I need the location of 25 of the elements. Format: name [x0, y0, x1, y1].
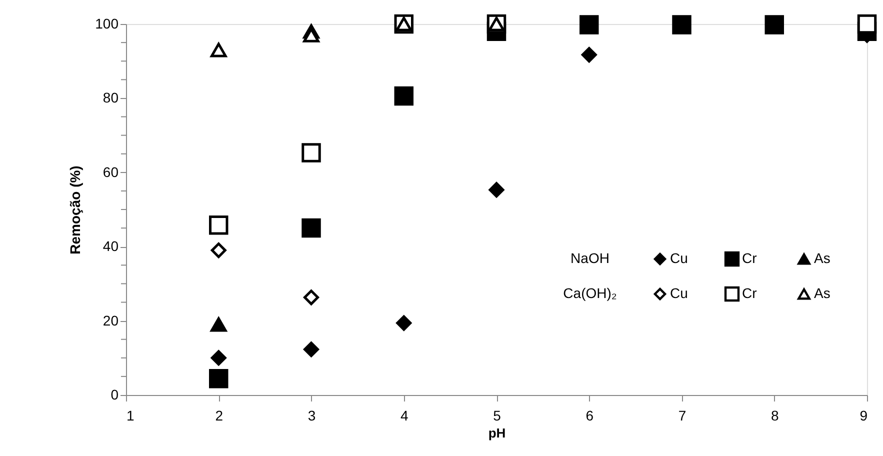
y-tick-label: 40 — [102, 238, 119, 254]
x-tick-label: 4 — [400, 408, 408, 424]
legend-label: Cu — [670, 285, 688, 301]
y-tick-label: 60 — [102, 164, 119, 180]
x-tick-label: 9 — [860, 408, 868, 424]
y-axis-title: Remoção (%) — [67, 166, 84, 254]
annotation: NaOH — [570, 250, 610, 266]
x-tick-label: 3 — [308, 408, 316, 424]
legend-label: Cr — [742, 285, 758, 301]
x-tick-label: 6 — [586, 408, 594, 424]
y-tick-label: 20 — [102, 312, 119, 328]
x-axis-title: pH — [488, 426, 506, 440]
y-tick-label: 80 — [102, 90, 119, 106]
x-tick-label: 1 — [126, 408, 134, 424]
y-tick-label: 0 — [110, 386, 119, 402]
x-tick-label: 5 — [493, 408, 502, 424]
annotation: Ca(OH)₂ — [563, 285, 617, 301]
y-tick-label: 100 — [95, 16, 119, 32]
legend-label: As — [814, 285, 830, 301]
legend-label: As — [814, 250, 830, 266]
x-tick-label: 2 — [215, 408, 224, 424]
legend-label: Cu — [670, 250, 688, 266]
x-tick-label: 8 — [770, 408, 779, 424]
x-tick-label: 7 — [678, 408, 686, 424]
legend-label: Cr — [742, 250, 758, 266]
